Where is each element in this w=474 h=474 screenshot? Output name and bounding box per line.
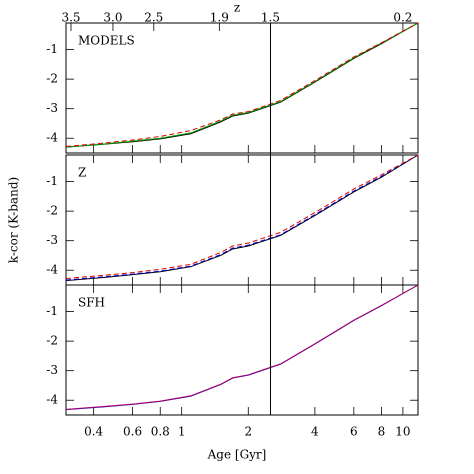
- panel-label: MODELS: [78, 34, 135, 48]
- panel-label: SFH: [78, 296, 105, 310]
- y-tick-label: -2: [46, 204, 58, 218]
- data-line: [65, 284, 419, 410]
- data-line: [65, 154, 419, 281]
- x-tick-label: 10: [395, 425, 410, 439]
- y-tick-label: -1: [46, 174, 58, 188]
- y-tick-label: -2: [46, 334, 58, 348]
- y-tick-label: -1: [46, 42, 58, 56]
- panel-label: Z: [78, 166, 86, 180]
- x-tick-label: 4: [311, 425, 319, 439]
- x2-tick-label: 1.9: [210, 11, 229, 25]
- x2-tick-label: 2.5: [144, 11, 163, 25]
- y-tick-label: -4: [46, 263, 58, 277]
- x-tick-label: 6: [350, 425, 358, 439]
- x-tick-label: 2: [244, 425, 252, 439]
- x2-tick-label: 3.5: [61, 11, 80, 25]
- y-tick-label: -3: [46, 363, 58, 377]
- panel-frame: [65, 22, 419, 154]
- data-line: [65, 22, 419, 148]
- data-line: [65, 22, 419, 147]
- x-axis-label: Age [Gyr]: [207, 448, 267, 462]
- x-tick-label: 0.8: [151, 425, 170, 439]
- y-tick-label: -4: [46, 131, 58, 145]
- x-tick-label: 1: [178, 425, 186, 439]
- x2-tick-label: 3.0: [103, 11, 122, 25]
- y-tick-label: -4: [46, 393, 58, 407]
- y-tick-label: -3: [46, 233, 58, 247]
- y-tick-label: -2: [46, 72, 58, 86]
- x2-tick-label: 1.5: [261, 11, 280, 25]
- x2-axis-label: z: [234, 1, 240, 15]
- data-line: [65, 284, 419, 411]
- x-tick-label: 8: [378, 425, 386, 439]
- y-tick-label: -1: [46, 304, 58, 318]
- y-tick-label: -3: [46, 101, 58, 115]
- data-line: [65, 154, 419, 282]
- x2-tick-label: 0.2: [393, 11, 412, 25]
- y-axis-label: k-cor (K-band): [7, 177, 21, 263]
- data-line: [65, 154, 419, 279]
- x-tick-label: 0.6: [123, 425, 142, 439]
- x-tick-label: 0.4: [84, 425, 103, 439]
- panel-frame: [65, 154, 419, 286]
- panel-frame: [65, 284, 419, 416]
- data-line: [65, 22, 419, 148]
